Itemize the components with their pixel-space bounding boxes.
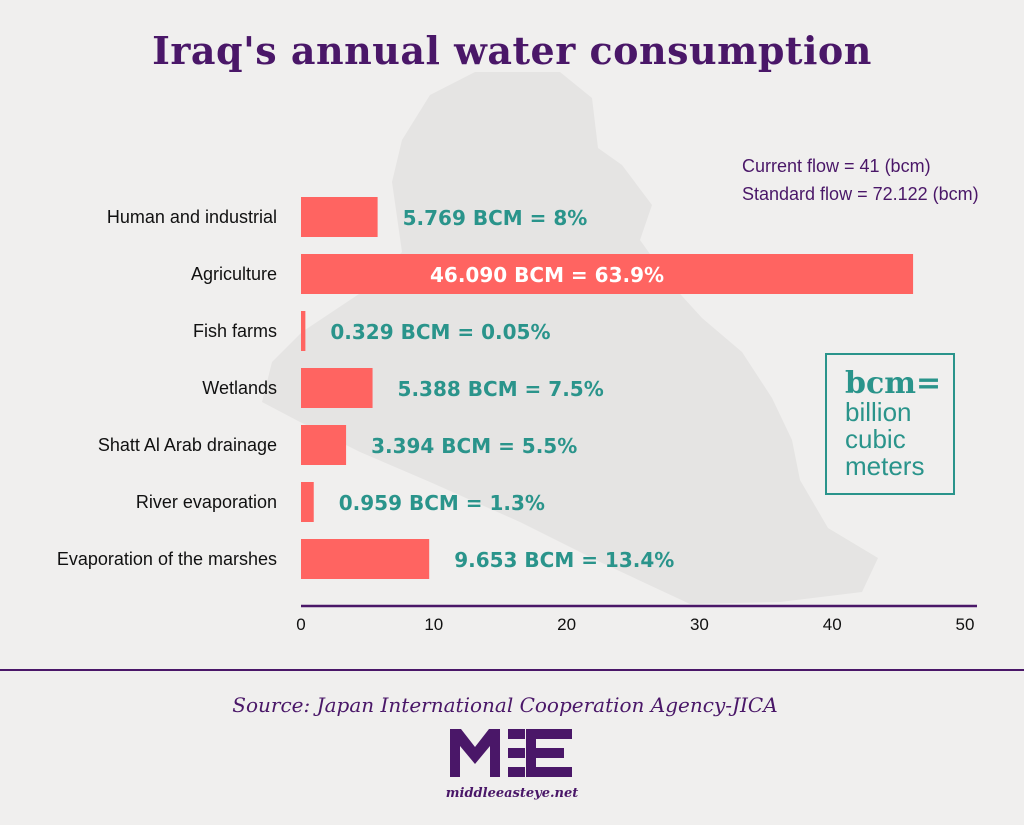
category-label: Fish farms bbox=[193, 321, 277, 341]
legend-abbr: bcm= bbox=[845, 366, 942, 401]
data-label: 5.388 BCM = 7.5% bbox=[398, 377, 604, 401]
data-label: 46.090 BCM = 63.9% bbox=[430, 263, 664, 287]
source-note: Source: Japan International Cooperation … bbox=[232, 693, 778, 717]
chart-title: Iraq's annual water consumption bbox=[152, 28, 872, 73]
x-tick-label: 30 bbox=[690, 615, 709, 634]
site-url[interactable]: middleeasteye.net bbox=[445, 786, 579, 801]
flow-annotation: Current flow = 41 (bcm) Standard flow = … bbox=[742, 152, 979, 208]
data-label: 0.959 BCM = 1.3% bbox=[339, 491, 545, 515]
unit-legend-box: bcm= billion cubic meters bbox=[825, 353, 955, 495]
bar bbox=[301, 254, 914, 294]
data-label: 9.653 BCM = 13.4% bbox=[454, 548, 674, 572]
x-tick-label: 20 bbox=[557, 615, 576, 634]
category-label: River evaporation bbox=[136, 492, 277, 512]
standard-flow: Standard flow = 72.122 (bcm) bbox=[742, 184, 979, 204]
category-label: Evaporation of the marshes bbox=[57, 549, 277, 569]
category-label: Shatt Al Arab drainage bbox=[98, 435, 277, 455]
data-label: 5.769 BCM = 8% bbox=[403, 206, 588, 230]
current-flow: Current flow = 41 (bcm) bbox=[742, 156, 931, 176]
category-label: Agriculture bbox=[191, 264, 277, 284]
x-tick-label: 10 bbox=[424, 615, 443, 634]
category-label: Wetlands bbox=[202, 378, 277, 398]
x-tick-label: 0 bbox=[296, 615, 305, 634]
data-label: 0.329 BCM = 0.05% bbox=[330, 320, 550, 344]
bar bbox=[301, 539, 430, 579]
x-tick-label: 40 bbox=[823, 615, 842, 634]
data-label: 3.394 BCM = 5.5% bbox=[371, 434, 577, 458]
iraq-map-silhouette bbox=[262, 72, 878, 604]
bar bbox=[301, 425, 347, 465]
legend-line: cubic bbox=[845, 424, 906, 454]
legend-line: billion bbox=[845, 397, 912, 427]
bar bbox=[301, 368, 373, 408]
category-label: Human and industrial bbox=[107, 207, 277, 227]
bar bbox=[301, 311, 306, 351]
bar bbox=[301, 197, 378, 237]
bar bbox=[301, 482, 314, 522]
x-tick-label: 50 bbox=[956, 615, 975, 634]
legend-line: meters bbox=[845, 451, 925, 481]
divider bbox=[0, 669, 1024, 671]
